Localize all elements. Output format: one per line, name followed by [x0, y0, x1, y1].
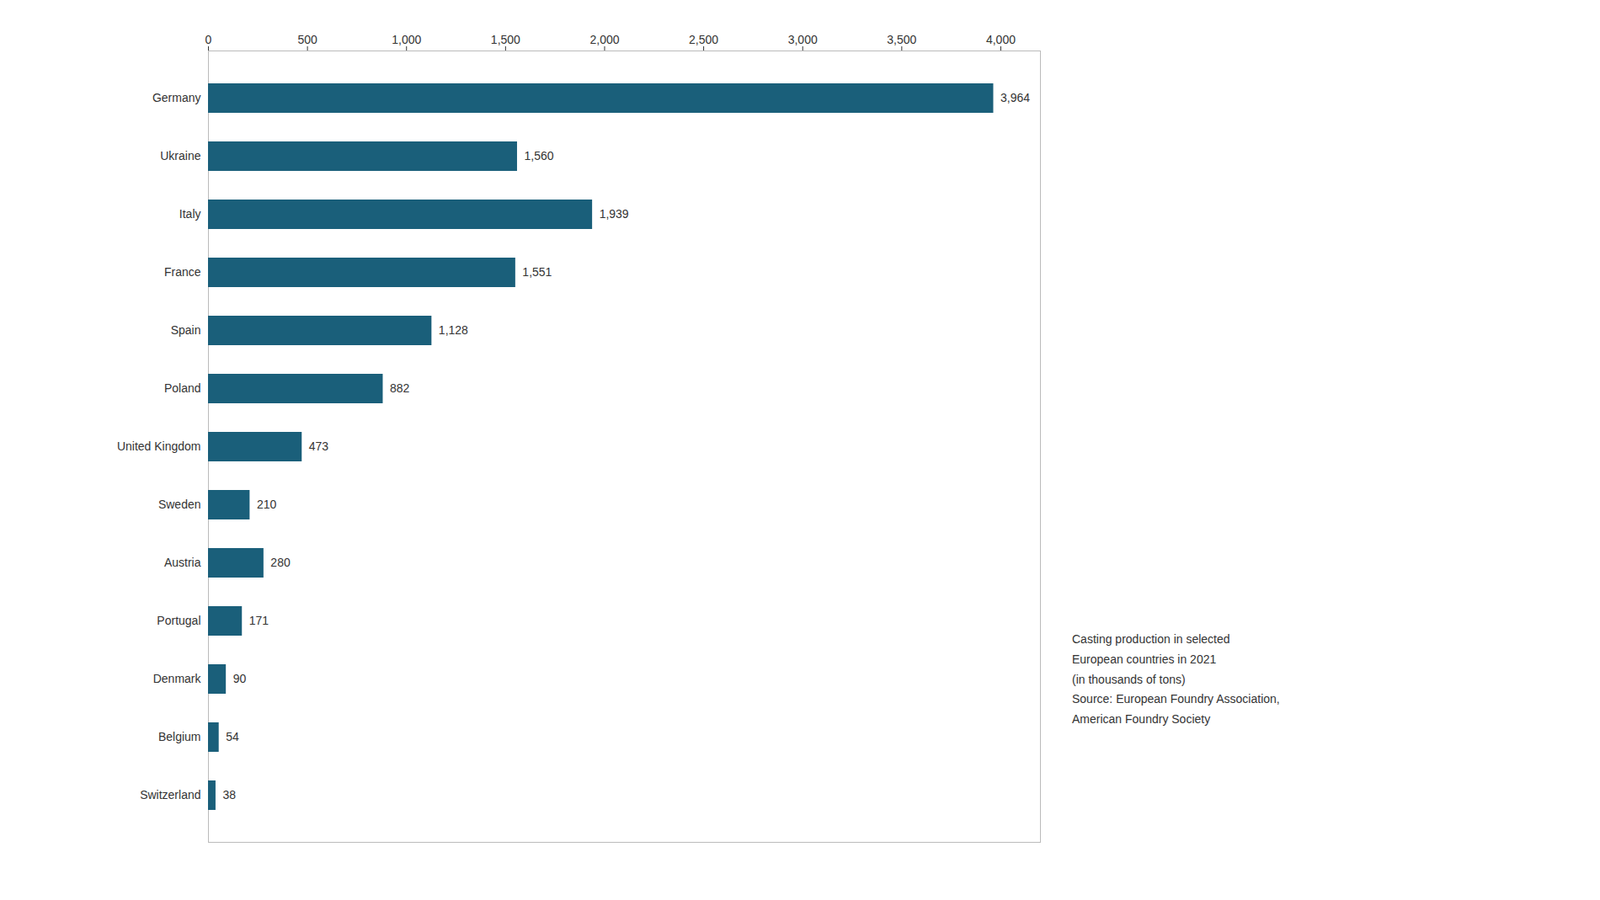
svg-text:3,000: 3,000	[788, 32, 818, 47]
svg-text:Belgium: Belgium	[158, 730, 202, 744]
svg-text:Spain: Spain	[170, 323, 202, 337]
svg-text:Italy: Italy	[179, 207, 202, 221]
svg-text:Sweden: Sweden	[158, 497, 202, 512]
svg-text:1,000: 1,000	[391, 32, 422, 47]
svg-text:882: 882	[389, 381, 411, 395]
svg-text:0: 0	[205, 32, 213, 47]
svg-text:54: 54	[225, 730, 240, 744]
svg-text:1,939: 1,939	[599, 207, 630, 221]
svg-text:3,964: 3,964	[1000, 90, 1030, 105]
svg-text:3,500: 3,500	[886, 32, 917, 47]
svg-text:Austria: Austria	[164, 555, 202, 570]
svg-text:United Kingdom: United Kingdom	[117, 439, 202, 454]
svg-text:2,000: 2,000	[589, 32, 619, 47]
html-text:Casting production in selected: Casting production in selected European …	[1072, 632, 1280, 727]
svg-text:210: 210	[256, 497, 278, 512]
svg-text:280: 280	[270, 555, 291, 570]
svg-text:Ukraine: Ukraine	[160, 149, 201, 163]
svg-text:Germany: Germany	[152, 90, 202, 105]
svg-text:171: 171	[249, 613, 270, 628]
svg-text:Poland: Poland	[164, 381, 202, 395]
svg-text:90: 90	[233, 672, 247, 686]
svg-text:2,500: 2,500	[688, 32, 719, 47]
svg-text:Switzerland: Switzerland	[139, 788, 201, 802]
svg-text:1,128: 1,128	[438, 323, 469, 337]
svg-text:38: 38	[222, 788, 236, 802]
svg-text:1,560: 1,560	[523, 149, 554, 163]
svg-text:Denmark: Denmark	[153, 672, 203, 686]
svg-text:500: 500	[297, 32, 318, 47]
svg-text:1,551: 1,551	[522, 265, 552, 279]
svg-text:France: France	[164, 265, 202, 279]
svg-text:1,500: 1,500	[490, 32, 521, 47]
svg-text:Portugal: Portugal	[156, 613, 201, 628]
svg-text:4,000: 4,000	[986, 32, 1016, 47]
svg-text:473: 473	[309, 439, 330, 454]
